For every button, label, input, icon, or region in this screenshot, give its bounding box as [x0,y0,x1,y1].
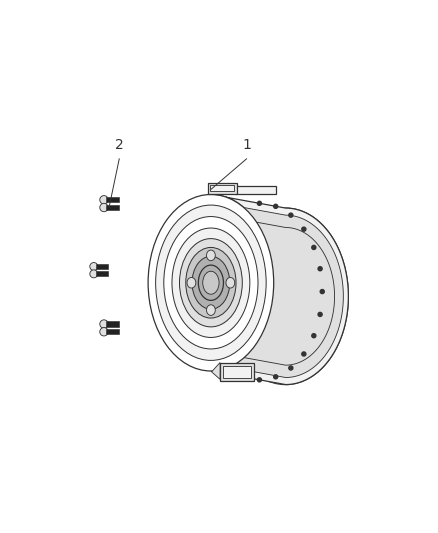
Circle shape [100,196,108,204]
Ellipse shape [180,239,242,327]
Circle shape [312,334,316,338]
Circle shape [100,203,108,212]
Circle shape [258,201,261,205]
Polygon shape [212,362,220,379]
Circle shape [100,328,108,336]
Circle shape [100,320,108,328]
Ellipse shape [198,265,223,301]
FancyBboxPatch shape [210,185,234,191]
Circle shape [289,366,293,370]
Ellipse shape [192,256,230,309]
Ellipse shape [186,247,236,318]
Circle shape [289,213,293,217]
FancyBboxPatch shape [235,186,276,195]
FancyBboxPatch shape [106,197,119,203]
Circle shape [274,375,278,379]
Text: 1: 1 [242,138,251,152]
Circle shape [318,312,322,317]
FancyBboxPatch shape [96,271,108,276]
FancyBboxPatch shape [223,366,251,378]
Circle shape [90,270,98,278]
Polygon shape [211,195,348,385]
Circle shape [302,352,306,356]
Ellipse shape [164,216,258,349]
Ellipse shape [187,278,196,288]
Text: 2: 2 [115,138,124,152]
FancyBboxPatch shape [106,205,119,210]
FancyBboxPatch shape [220,362,254,381]
FancyBboxPatch shape [208,183,237,195]
Circle shape [90,263,98,270]
Ellipse shape [155,205,266,360]
Circle shape [312,245,316,249]
Circle shape [258,378,261,382]
Ellipse shape [206,250,215,261]
Ellipse shape [172,228,250,337]
FancyBboxPatch shape [106,321,119,327]
FancyBboxPatch shape [106,329,119,334]
Circle shape [302,227,306,231]
Polygon shape [211,214,335,365]
Ellipse shape [226,278,235,288]
Circle shape [318,266,322,271]
Ellipse shape [203,271,219,294]
Circle shape [320,289,324,294]
Polygon shape [211,201,343,377]
Ellipse shape [148,195,274,371]
Circle shape [274,204,278,208]
FancyBboxPatch shape [96,264,108,269]
Ellipse shape [206,305,215,316]
Ellipse shape [223,208,348,385]
